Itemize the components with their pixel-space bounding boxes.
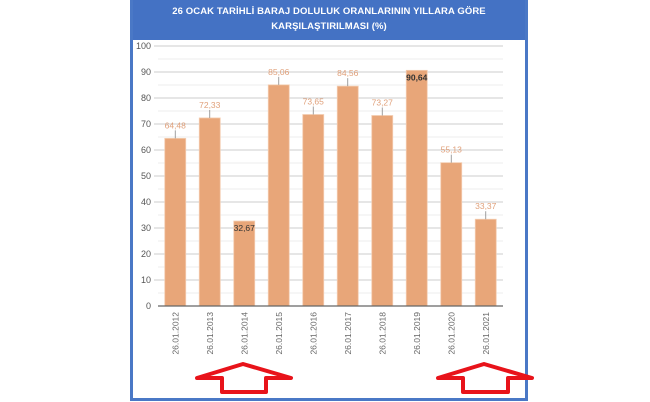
bar-26.01.2014: 32,67 bbox=[233, 220, 256, 307]
bar-26.01.2012: 64,48 bbox=[164, 120, 187, 307]
y-tick-label: 50 bbox=[141, 171, 151, 181]
bar-26.01.2017: 84,56 bbox=[336, 68, 359, 307]
x-tick-label: 26.01.2021 bbox=[481, 312, 491, 355]
y-tick-label: 30 bbox=[141, 223, 151, 233]
bars: 64,48 72,33 32,67 85,06 73,65 84,56 73,27 90,64… bbox=[164, 67, 497, 307]
bar-value-label: 32,67 bbox=[234, 223, 256, 233]
y-axis-ticks: 0 10 20 30 40 50 60 70 80 90 100 bbox=[136, 41, 151, 311]
bar-rect bbox=[405, 69, 428, 307]
x-tick-label: 26.01.2015 bbox=[274, 312, 284, 355]
up-arrow-icon bbox=[436, 362, 534, 394]
bar-value-label: 72,33 bbox=[199, 100, 221, 110]
bar-value-label: 33,37 bbox=[475, 201, 497, 211]
x-tick-label: 26.01.2017 bbox=[343, 312, 353, 355]
x-tick-label: 26.01.2018 bbox=[377, 312, 387, 355]
bar-value-label: 55,13 bbox=[441, 145, 463, 155]
chart-title: 26 OCAK TARİHLİ BARAJ DOLULUK ORANLARINI… bbox=[133, 0, 525, 40]
bar-rect bbox=[233, 220, 256, 307]
bar-value-label: 73,65 bbox=[303, 97, 325, 107]
y-tick-label: 60 bbox=[141, 145, 151, 155]
x-tick-label: 26.01.2016 bbox=[308, 312, 318, 355]
x-tick-label: 26.01.2013 bbox=[205, 312, 215, 355]
x-tick-label: 26.01.2014 bbox=[239, 312, 249, 355]
bar-value-label: 64,48 bbox=[165, 120, 187, 130]
bar-26.01.2018: 73,27 bbox=[371, 97, 394, 307]
x-tick-label: 26.01.2012 bbox=[170, 312, 180, 355]
y-tick-label: 20 bbox=[141, 249, 151, 259]
bar-value-label: 84,56 bbox=[337, 68, 359, 78]
y-tick-label: 40 bbox=[141, 197, 151, 207]
bar-rect bbox=[371, 115, 394, 307]
bar-value-label: 90,64 bbox=[406, 72, 428, 82]
up-arrow-icon bbox=[195, 362, 293, 394]
bar-26.01.2020: 55,13 bbox=[440, 145, 463, 307]
bar-rect bbox=[302, 114, 325, 307]
chart-title-line2: KARŞILAŞTIRILMASI (%) bbox=[271, 21, 387, 32]
y-tick-label: 80 bbox=[141, 93, 151, 103]
y-tick-label: 10 bbox=[141, 275, 151, 285]
bar-rect bbox=[474, 218, 497, 307]
x-tick-label: 26.01.2020 bbox=[446, 312, 456, 355]
y-tick-label: 0 bbox=[146, 301, 151, 311]
bar-rect bbox=[440, 162, 463, 307]
bar-26.01.2015: 85,06 bbox=[267, 67, 290, 307]
bar-26.01.2013: 72,33 bbox=[198, 100, 221, 307]
bar-rect bbox=[164, 137, 187, 307]
annotation-arrow-2014 bbox=[195, 362, 293, 394]
bar-value-label: 73,27 bbox=[372, 97, 394, 107]
bar-value-label: 85,06 bbox=[268, 67, 290, 77]
y-tick-label: 90 bbox=[141, 67, 151, 77]
annotation-arrow-2021 bbox=[436, 362, 534, 394]
x-axis-ticks: 26.01.2012 26.01.2013 26.01.2014 26.01.2015… bbox=[170, 312, 491, 355]
bar-26.01.2021: 33,37 bbox=[474, 201, 497, 307]
bar-rect bbox=[336, 85, 359, 307]
bar-26.01.2016: 73,65 bbox=[302, 97, 325, 307]
y-tick-label: 100 bbox=[136, 41, 151, 51]
bar-rect bbox=[267, 84, 290, 307]
bar-rect bbox=[198, 117, 221, 307]
chart-title-line1: 26 OCAK TARİHLİ BARAJ DOLULUK ORANLARINI… bbox=[172, 6, 486, 17]
x-tick-label: 26.01.2019 bbox=[412, 312, 422, 355]
y-tick-label: 70 bbox=[141, 119, 151, 129]
bar-26.01.2019: 90,64 bbox=[405, 69, 428, 307]
